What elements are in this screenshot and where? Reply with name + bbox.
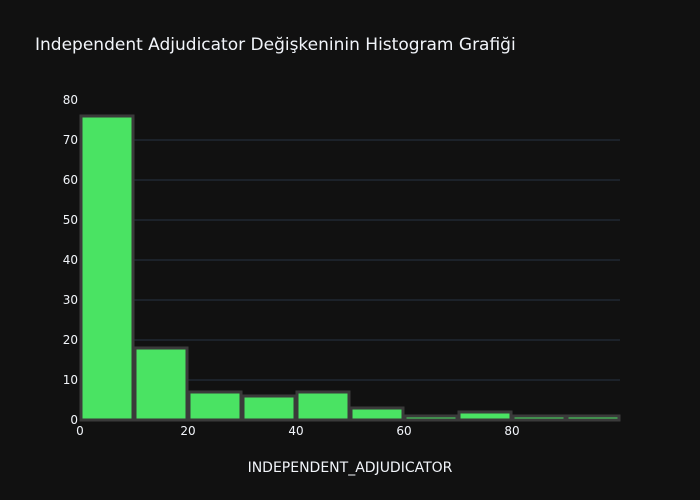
y-tick-label: 20 (63, 333, 78, 347)
y-axis-ticks: 0 10 20 30 40 50 60 70 80 (63, 93, 78, 427)
x-axis-ticks: 0 20 40 60 80 (76, 424, 519, 438)
x-tick-label: 80 (504, 424, 519, 438)
histogram-bar-3 (241, 394, 297, 422)
histogram-bar-2 (187, 390, 243, 422)
histogram-bar-7 (457, 410, 513, 422)
x-tick-label: 0 (76, 424, 84, 438)
y-tick-label: 30 (63, 293, 78, 307)
histogram-bar-6 (403, 414, 459, 422)
x-tick-label: 60 (396, 424, 411, 438)
histogram-bar-8 (511, 414, 567, 422)
histogram-bar-1 (133, 346, 189, 422)
histogram-bars (79, 114, 621, 422)
histogram-bar-0 (79, 114, 135, 422)
y-tick-label: 80 (63, 93, 78, 107)
x-axis-title: INDEPENDENT_ADJUDICATOR (248, 460, 453, 476)
x-tick-label: 20 (180, 424, 195, 438)
y-tick-label: 40 (63, 253, 78, 267)
y-tick-label: 10 (63, 373, 78, 387)
y-tick-label: 0 (70, 413, 78, 427)
y-tick-label: 70 (63, 133, 78, 147)
y-tick-label: 60 (63, 173, 78, 187)
histogram-bar-4 (295, 390, 351, 422)
histogram-bar-9 (565, 414, 621, 422)
histogram-bar-5 (349, 406, 405, 422)
chart-title: Independent Adjudicator Değişkeninin His… (35, 35, 516, 55)
y-tick-label: 50 (63, 213, 78, 227)
x-tick-label: 40 (288, 424, 303, 438)
